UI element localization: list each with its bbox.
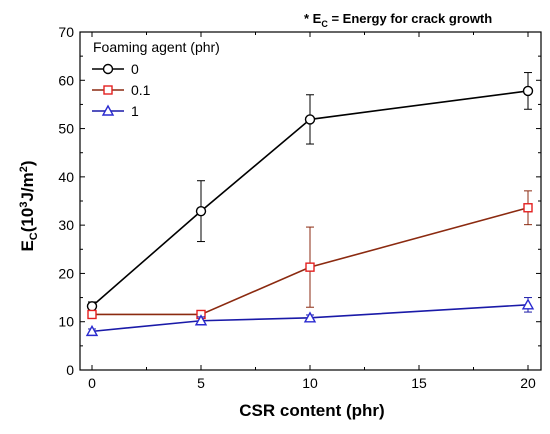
data-point bbox=[194, 314, 208, 326]
legend-label-1: 1 bbox=[131, 103, 139, 119]
data-point bbox=[304, 114, 316, 125]
series-layer bbox=[85, 72, 535, 337]
y-axis-title: EC(103J/m2) bbox=[18, 160, 40, 251]
y-tick-label: 60 bbox=[58, 72, 74, 88]
series-line bbox=[92, 206, 529, 316]
legend: Foaming agent (phr) 0 0.1 1 bbox=[92, 39, 220, 119]
data-point bbox=[521, 298, 535, 310]
x-tick-label: 20 bbox=[520, 375, 536, 391]
y-tick-label: 50 bbox=[58, 121, 74, 137]
data-point bbox=[195, 205, 207, 217]
data-point bbox=[87, 309, 97, 320]
annotation: * EC = Energy for crack growth bbox=[304, 11, 492, 29]
x-tick-label: 5 bbox=[197, 375, 205, 391]
legend-label-0.1: 0.1 bbox=[131, 82, 151, 98]
tick-marks bbox=[80, 31, 541, 371]
data-point bbox=[523, 203, 533, 213]
legend-title: Foaming agent (phr) bbox=[93, 39, 220, 55]
x-axis-title: CSR content (phr) bbox=[239, 401, 384, 420]
series-1 bbox=[85, 297, 535, 337]
legend-marker-0.1 bbox=[103, 85, 113, 95]
series-line bbox=[91, 304, 529, 333]
data-point bbox=[86, 301, 98, 312]
series-0.1 bbox=[87, 190, 533, 320]
y-tick-label: 70 bbox=[58, 24, 74, 40]
y-tick-label: 0 bbox=[66, 362, 74, 378]
y-tick-label: 20 bbox=[58, 265, 74, 281]
data-point bbox=[85, 324, 99, 337]
x-tick-label: 10 bbox=[302, 375, 318, 391]
series-line bbox=[91, 90, 529, 307]
series-0 bbox=[86, 72, 534, 312]
legend-label-0: 0 bbox=[131, 61, 139, 77]
data-point bbox=[305, 262, 315, 272]
legend-marker-0 bbox=[102, 63, 114, 75]
x-tick-label: 0 bbox=[88, 375, 96, 391]
data-point bbox=[303, 311, 317, 323]
x-tick-label: 15 bbox=[411, 375, 427, 391]
y-tick-label: 10 bbox=[58, 314, 74, 330]
legend-marker-1 bbox=[101, 104, 115, 116]
y-tick-label: 30 bbox=[58, 217, 74, 233]
data-point bbox=[522, 85, 534, 97]
y-tick-label: 40 bbox=[58, 169, 74, 185]
